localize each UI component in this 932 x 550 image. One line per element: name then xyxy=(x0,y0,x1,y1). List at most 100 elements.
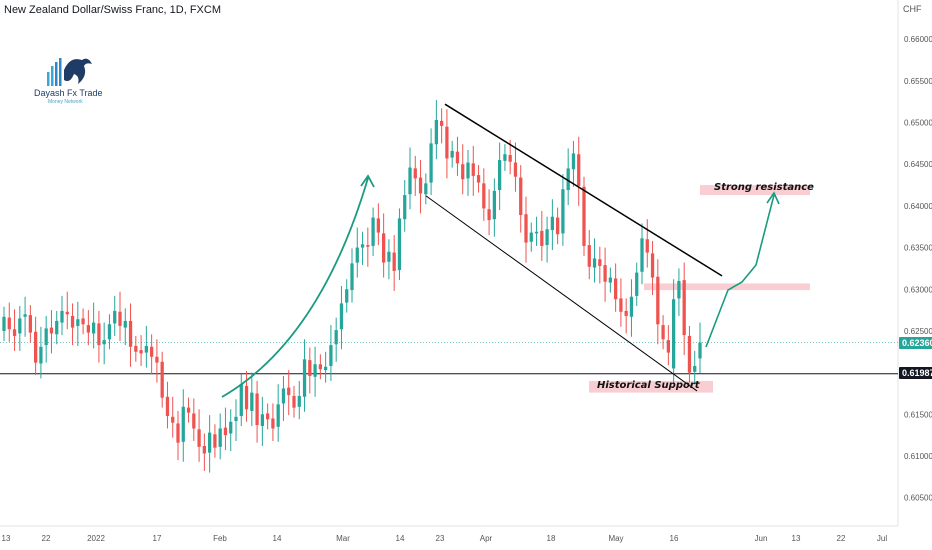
time-tick-label: Jun xyxy=(755,534,768,543)
candle-body xyxy=(429,143,433,183)
candle-body xyxy=(571,153,576,170)
candle-body xyxy=(113,310,117,324)
candle-body xyxy=(308,360,312,376)
candle-body xyxy=(202,445,206,454)
time-tick-label: 22 xyxy=(42,534,51,543)
time-tick-label: 16 xyxy=(670,534,679,543)
candle-body xyxy=(239,384,243,416)
price-axis[interactable]: 0.66000 0.65500 0.65000 0.64500 0.64000 0.635… xyxy=(904,35,932,502)
candle-body xyxy=(455,151,460,164)
candle-body xyxy=(229,421,233,434)
time-axis[interactable]: 13 22 2022 17 Feb 14 Mar 14 23 Apr 18 May 16 Jun 13 22 J… xyxy=(2,534,888,543)
price-tick-label: 0.61000 xyxy=(904,452,932,461)
candle-body xyxy=(97,323,101,346)
uptrend-arrowhead xyxy=(360,174,375,188)
candle-body xyxy=(566,168,570,191)
candle-body xyxy=(629,296,634,317)
price-tick-label: 0.62500 xyxy=(904,327,932,336)
candle-body xyxy=(118,311,122,326)
candle-body xyxy=(186,407,191,413)
candle-body xyxy=(476,175,481,183)
candle-body xyxy=(424,183,428,195)
candle-body xyxy=(355,247,359,263)
candle-body xyxy=(107,324,112,340)
price-tick-label: 0.61500 xyxy=(904,410,932,419)
candle-body xyxy=(650,253,655,278)
candle-body xyxy=(213,434,217,448)
candle-body xyxy=(2,316,6,331)
candle-body xyxy=(397,218,402,271)
candle-body xyxy=(645,239,649,253)
channel-upper-line xyxy=(444,103,723,277)
time-tick-label: 2022 xyxy=(87,534,105,543)
candle-body xyxy=(86,325,90,333)
candle-body xyxy=(39,346,43,364)
candle-body xyxy=(345,289,349,303)
candle-body xyxy=(81,318,85,325)
candle-body xyxy=(672,299,676,369)
candle-body xyxy=(260,414,264,426)
candle-body xyxy=(471,163,475,176)
candle-body xyxy=(324,366,328,371)
candle-body xyxy=(12,329,17,336)
candle-body xyxy=(28,315,32,333)
candle-body xyxy=(619,298,623,312)
candle-body xyxy=(524,214,528,243)
candle-body xyxy=(640,238,644,272)
support-label: Historical Support xyxy=(597,380,700,391)
candle-body xyxy=(550,216,554,231)
candle-body xyxy=(392,252,396,271)
candle-body xyxy=(418,177,423,194)
candle-body xyxy=(582,186,586,246)
time-tick-label: 17 xyxy=(153,534,162,543)
channel-lower-line xyxy=(425,195,698,392)
candle-body xyxy=(49,327,54,334)
candle-body xyxy=(587,245,591,267)
candle-body xyxy=(281,388,286,404)
candle-body xyxy=(329,345,333,366)
price-tick-label: 0.63500 xyxy=(904,244,932,253)
resistance-zone xyxy=(644,283,810,291)
resistance-label: Strong resistance xyxy=(714,182,814,193)
candle-body xyxy=(503,154,507,161)
candle-body xyxy=(666,340,670,353)
price-tick-label: 0.60500 xyxy=(904,494,932,503)
candle-body xyxy=(287,387,291,396)
drawings xyxy=(221,103,780,398)
candle-body xyxy=(466,162,470,179)
candle-body xyxy=(128,320,133,347)
candle-body xyxy=(382,233,386,263)
candle-body xyxy=(250,392,254,411)
candle-body xyxy=(408,167,412,195)
candle-body xyxy=(434,120,438,145)
candle-body xyxy=(197,429,201,447)
target-zone xyxy=(700,185,810,196)
candle-body xyxy=(519,177,523,216)
time-tick-label: Mar xyxy=(336,534,350,543)
candle-body xyxy=(92,322,96,334)
candle-body xyxy=(403,195,407,220)
candle-body xyxy=(223,427,228,436)
candle-body xyxy=(150,346,154,357)
candle-body xyxy=(450,150,454,158)
candle-body xyxy=(192,413,196,429)
bull-bars-icon xyxy=(47,58,92,86)
projection-arrowhead xyxy=(766,191,780,205)
candle-body xyxy=(440,120,444,126)
candle-body xyxy=(376,218,380,233)
candle-body xyxy=(65,311,69,315)
price-tick-label: 0.64500 xyxy=(904,160,932,169)
candle-body xyxy=(76,319,80,326)
candle-body xyxy=(693,365,697,372)
chart-title: New Zealand Dollar/Swiss Franc, 1D, FXCM xyxy=(4,4,222,16)
candle-body xyxy=(614,278,618,300)
candle-body xyxy=(160,361,164,398)
time-tick-label: 23 xyxy=(436,534,445,543)
candle-body xyxy=(492,190,496,220)
candle-body xyxy=(218,428,222,447)
currency-label: CHF xyxy=(903,4,922,14)
price-tick-label: 0.65500 xyxy=(904,77,932,86)
candle-body xyxy=(18,318,22,334)
